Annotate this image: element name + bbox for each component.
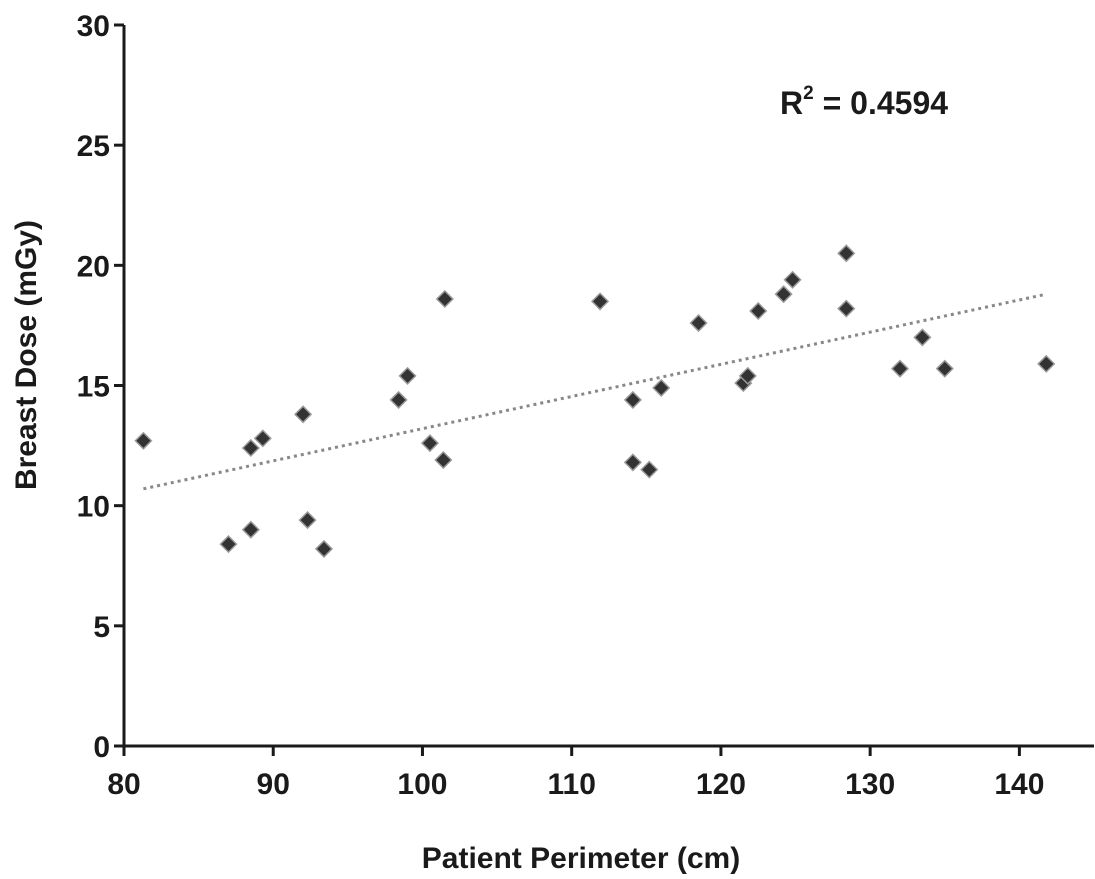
y-tick-label: 15 — [77, 371, 110, 404]
data-point — [241, 520, 260, 539]
x-tick-label: 130 — [845, 768, 895, 801]
data-point — [913, 328, 932, 347]
data-point — [689, 313, 708, 333]
data-point — [837, 299, 856, 318]
data-point — [935, 359, 954, 378]
data-point — [774, 285, 793, 304]
y-tick-label: 30 — [77, 10, 110, 43]
x-tick-label: 90 — [257, 768, 290, 801]
y-tick-label: 25 — [77, 130, 110, 163]
data-point — [783, 270, 802, 289]
data-point — [294, 405, 313, 424]
y-tick-label: 10 — [77, 491, 110, 524]
data-point — [298, 511, 317, 530]
data-point — [640, 460, 659, 479]
data-point — [435, 289, 454, 309]
axes — [122, 25, 1094, 748]
data-point — [314, 539, 334, 558]
data-point — [837, 244, 856, 263]
data-point — [219, 535, 238, 554]
data-point — [652, 378, 671, 397]
y-tick-label: 0 — [93, 731, 110, 764]
r-squared-annotation: R2 = 0.4594 — [780, 83, 948, 121]
data-point — [749, 301, 768, 321]
data-point — [890, 359, 910, 378]
x-axis-label: Patient Perimeter (cm) — [422, 842, 740, 875]
data-point — [241, 438, 260, 458]
data-point — [398, 366, 417, 385]
x-ticks: 80 90 100 110 120 130 140 — [107, 746, 1044, 801]
y-tick-label: 5 — [93, 611, 110, 644]
data-point — [253, 429, 272, 448]
x-tick-label: 140 — [994, 768, 1044, 801]
r-squared-superscript: 2 — [803, 83, 814, 104]
y-ticks: 0 5 10 15 20 25 30 — [77, 10, 124, 764]
y-tick-label: 20 — [77, 250, 110, 283]
data-points — [134, 244, 1056, 558]
x-tick-label: 100 — [397, 768, 447, 801]
x-tick-label: 120 — [696, 768, 746, 801]
data-point — [420, 434, 439, 453]
r-squared-base: R — [780, 85, 803, 121]
data-point — [738, 366, 757, 385]
data-point — [1037, 354, 1056, 373]
data-point — [590, 292, 610, 311]
r-squared-value: = 0.4594 — [814, 85, 949, 121]
data-point — [134, 431, 153, 450]
trendline-group — [143, 292, 1047, 491]
x-tick-label: 110 — [547, 768, 595, 801]
y-axis-label: Breast Dose (mGy) — [10, 220, 43, 490]
data-point — [623, 453, 642, 472]
data-point — [389, 390, 408, 409]
trendline — [143, 292, 1047, 491]
x-tick-label: 80 — [107, 768, 140, 801]
data-point — [623, 390, 642, 409]
data-point — [434, 450, 453, 470]
